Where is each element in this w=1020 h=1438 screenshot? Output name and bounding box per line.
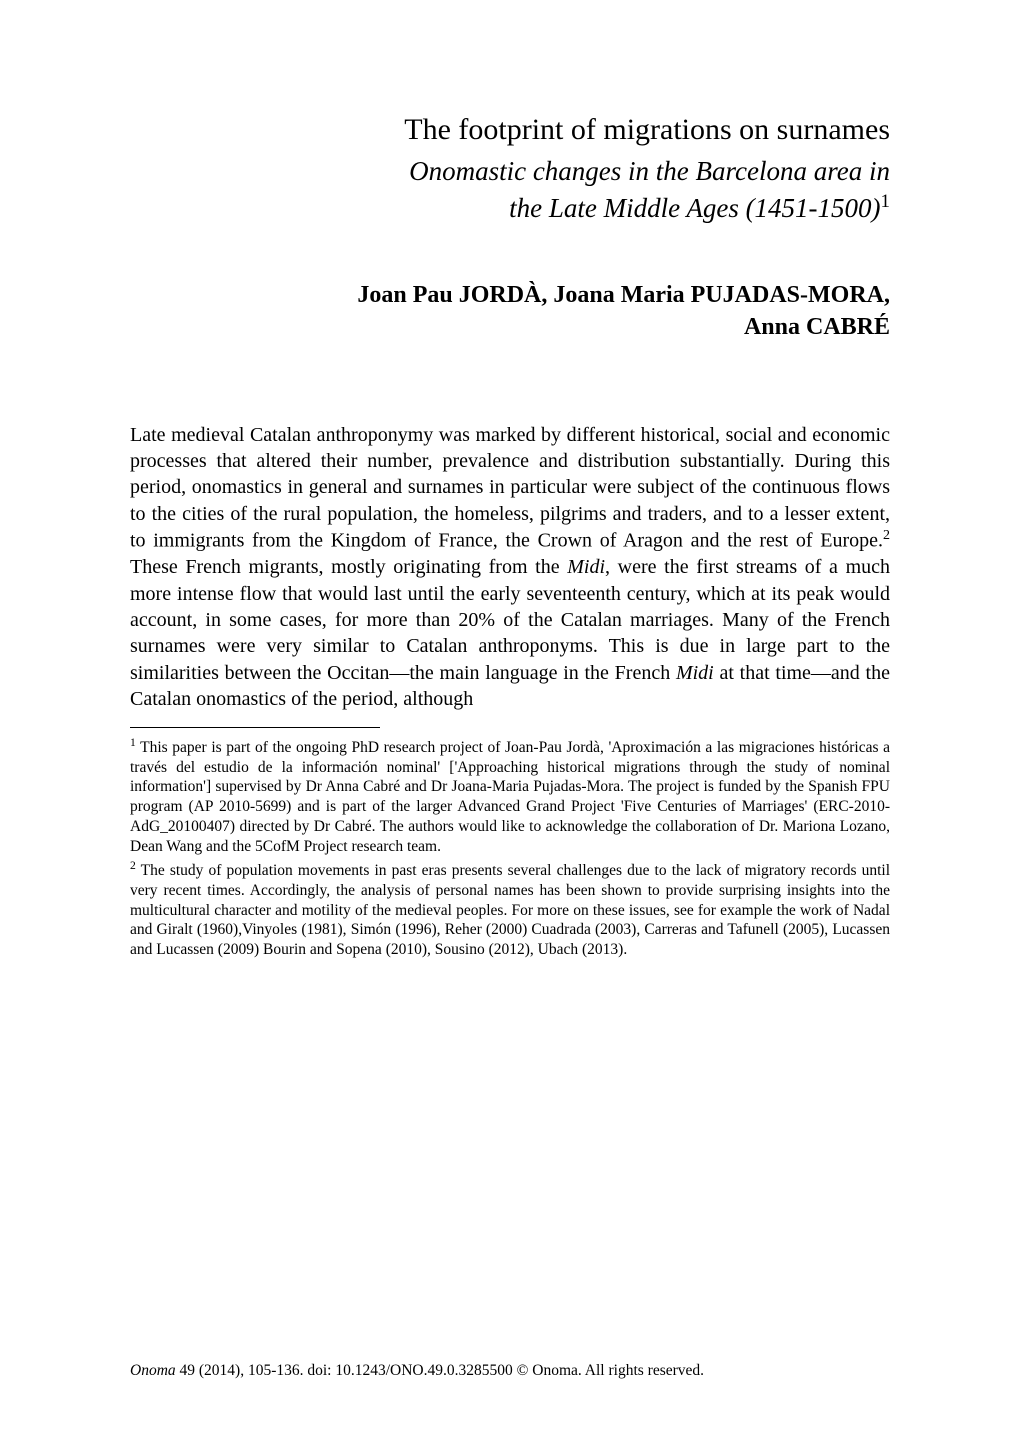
footnote-1: 1 This paper is part of the ongoing PhD …	[130, 736, 890, 857]
authors-line2: Anna CABRÉ	[744, 314, 890, 340]
article-title: The footprint of migrations on surnames	[130, 110, 890, 149]
footnote-2-text: The study of population movements in pas…	[130, 862, 890, 958]
body-text-a: Late medieval Catalan anthroponymy was m…	[130, 424, 890, 552]
title-footnote-marker: 1	[881, 191, 890, 212]
footer-rest: 49 (2014), 105-136. doi: 10.1243/ONO.49.…	[176, 1362, 704, 1379]
page-footer: Onoma 49 (2014), 105-136. doi: 10.1243/O…	[130, 1362, 890, 1380]
footnote-1-text: This paper is part of the ongoing PhD re…	[130, 739, 890, 855]
body-paragraph-1: Late medieval Catalan anthroponymy was m…	[130, 422, 890, 713]
authors-line1: Joan Pau JORDÀ, Joana Maria PUJADAS-MORA…	[357, 282, 890, 308]
footnote-separator	[130, 727, 380, 728]
body-text-b: These French migrants, mostly originatin…	[130, 556, 567, 578]
italic-midi-1: Midi	[567, 556, 605, 578]
article-subtitle: Onomastic changes in the Barcelona area …	[130, 153, 890, 227]
footnote-ref-2: 2	[883, 528, 890, 543]
footnote-2: 2 The study of population movements in p…	[130, 859, 890, 960]
footer-journal: Onoma	[130, 1362, 176, 1379]
subtitle-line1: Onomastic changes in the Barcelona area …	[409, 156, 890, 186]
authors-block: Joan Pau JORDÀ, Joana Maria PUJADAS-MORA…	[130, 279, 890, 344]
italic-midi-2: Midi	[676, 662, 714, 684]
subtitle-line2: the Late Middle Ages (1451-1500)	[509, 193, 880, 223]
